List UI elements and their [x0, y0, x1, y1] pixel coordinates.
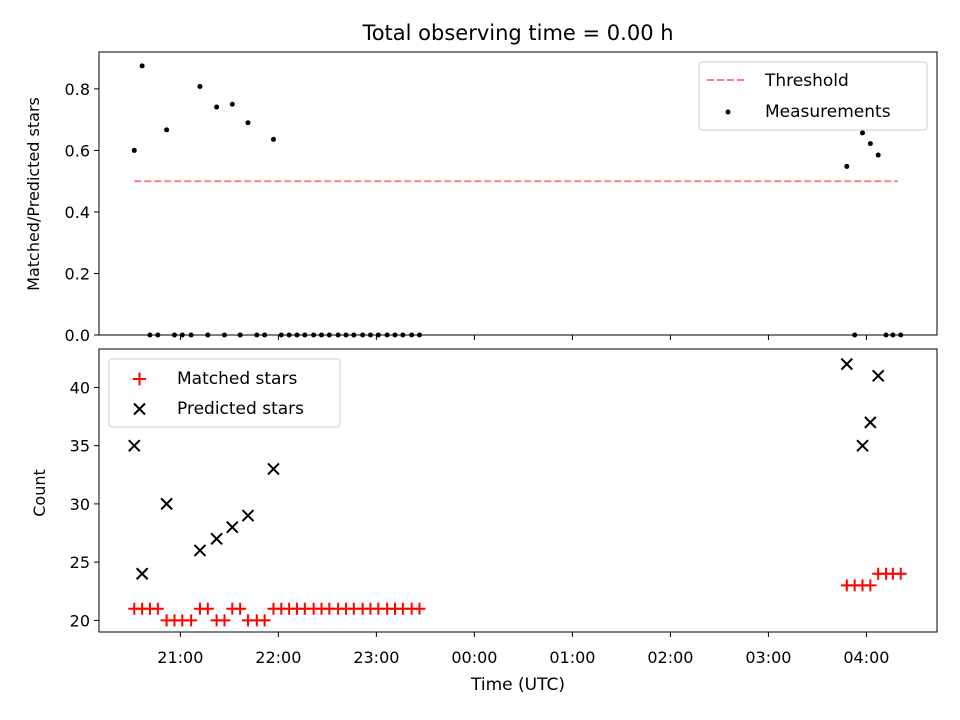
predicted-star-marker [135, 567, 149, 580]
count-legend-box [108, 358, 341, 428]
count-x-ticks: 21:00 22:00 23:00 00:00 01:00 02:00 03:00 04:00 [157, 632, 889, 667]
x-tick-label: 01:00 [549, 648, 595, 667]
count-y-axis-label: Count [30, 469, 49, 517]
matched-star-marker [894, 567, 907, 580]
predicted-star-marker [226, 520, 239, 534]
matched-star-marker [413, 602, 426, 615]
predicted-star-marker [267, 462, 280, 476]
matched-star-marker [151, 602, 164, 615]
measurement-point [139, 63, 145, 69]
matched-star-marker [258, 614, 271, 627]
ratio-y-ticks: 0.0 0.2 0.4 0.6 0.8 [65, 80, 99, 345]
count-y-tick-label: 30 [70, 495, 90, 514]
measurement-point [270, 136, 276, 142]
x-axis-label: Time (UTC) [470, 675, 565, 695]
ratio-x-ticks [179, 335, 867, 340]
count-y-tick-label: 40 [70, 378, 90, 397]
matched-star-marker [201, 602, 214, 615]
measurement-point [214, 104, 220, 110]
count-y-tick-label: 20 [70, 611, 90, 630]
measurement-point [875, 152, 881, 158]
count-legend: Matched stars Predicted stars [108, 358, 341, 428]
measurement-point [197, 83, 203, 89]
x-tick-label: 00:00 [451, 648, 497, 667]
count-y-tick-label: 25 [70, 553, 90, 572]
ratio-y-tick-label: 0.4 [65, 203, 90, 222]
ratio-legend: Threshold Measurements [698, 61, 928, 131]
count-y-tick-label: 35 [70, 437, 90, 456]
measurement-point [245, 120, 251, 126]
ratio-y-tick-label: 0.8 [65, 80, 90, 99]
ratio-panel: 0.0 0.2 0.4 0.6 0.8 Total observing time = 0… [24, 21, 938, 345]
ratio-y-axis-label: Matched/Predicted stars [24, 97, 43, 291]
matched-star-marker [218, 614, 231, 627]
predicted-star-marker [871, 369, 885, 382]
count-y-ticks: 20 25 30 35 40 [70, 378, 99, 630]
predicted-star-marker [864, 416, 877, 429]
measurement-point [131, 147, 137, 153]
measurement-point [860, 130, 866, 136]
count-plot-area [128, 357, 907, 627]
x-tick-label: 04:00 [843, 648, 889, 667]
predicted-star-marker [210, 532, 223, 546]
x-tick-label: 02:00 [647, 648, 693, 667]
measurement-point [229, 101, 235, 107]
measurement-point [844, 163, 850, 169]
predicted-stars-legend-swatch [133, 402, 146, 416]
matched-stars-legend-swatch [133, 372, 146, 386]
predicted-star-marker [241, 509, 255, 522]
predicted-star-marker [193, 544, 207, 557]
count-panel-frame [98, 348, 938, 633]
matched-star-marker [185, 614, 198, 627]
predicted-star-marker [128, 439, 141, 452]
ratio-legend-box [698, 61, 928, 131]
predicted-stars-legend-label: Predicted stars [177, 399, 304, 419]
ratio-panel-frame [98, 51, 938, 336]
matched-star-marker [234, 602, 247, 615]
matched-star-marker [864, 579, 877, 592]
ratio-y-tick-label: 0.6 [65, 141, 90, 160]
ratio-y-tick-label: 0.2 [65, 264, 90, 283]
measurements-legend-swatch [725, 109, 731, 115]
predicted-star-marker [856, 439, 869, 452]
measurement-point [867, 141, 873, 147]
predicted-star-marker [840, 357, 854, 371]
threshold-legend-label: Threshold [764, 71, 849, 91]
chart-title: Total observing time = 0.00 h [361, 21, 673, 45]
ratio-y-tick-label: 0.0 [65, 326, 90, 345]
measurement-point [164, 127, 170, 133]
x-tick-label: 21:00 [157, 648, 203, 667]
matched-stars-legend-label: Matched stars [177, 369, 297, 389]
x-tick-label: 23:00 [353, 648, 399, 667]
predicted-star-marker [160, 497, 173, 511]
x-tick-label: 22:00 [255, 648, 301, 667]
x-tick-label: 03:00 [745, 648, 791, 667]
measurements-legend-label: Measurements [765, 102, 891, 122]
count-panel: 20 25 30 35 40 21:00 22:00 23:00 00:00 01:00 02:0… [30, 348, 938, 695]
